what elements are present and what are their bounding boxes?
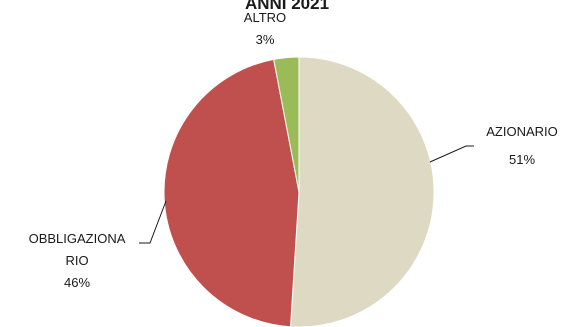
data-label-altro: ALTRO 3% [244, 10, 286, 47]
leader-line-azionario [429, 145, 474, 163]
chart-title: ANNI 2021 [245, 0, 329, 13]
pie-slice-altro [273, 56, 300, 193]
pie-slice-azionario [290, 56, 435, 327]
data-label-obbligazionario: OBBLIGAZIONA RIO 46% [29, 231, 126, 290]
pie-slice-obbligazionario [163, 58, 300, 327]
leader-line-obbligazionario [139, 200, 167, 244]
data-label-azionario: AZIONARIO 51% [486, 124, 558, 167]
